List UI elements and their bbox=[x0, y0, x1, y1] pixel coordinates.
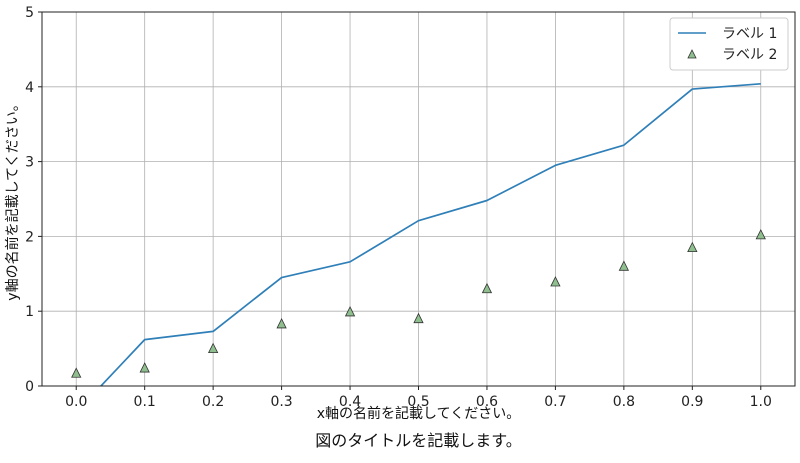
y-tick-label: 3 bbox=[25, 155, 34, 171]
scatter-point bbox=[413, 312, 424, 324]
scatter-point bbox=[344, 306, 356, 317]
x-tick-label: 0.9 bbox=[681, 394, 703, 410]
x-ticks: 0.0 0.1 0.2 0.3 0.4 0.5 0.6 0.7 0.8 0.9 1.0 bbox=[65, 386, 772, 410]
legend-triangle-swatch bbox=[687, 49, 697, 59]
chart-title: 図のタイトルを記載します。 bbox=[315, 431, 521, 450]
y-tick-label: 5 bbox=[25, 5, 34, 21]
x-tick-label: 0.5 bbox=[407, 394, 429, 410]
scatter-point bbox=[755, 229, 766, 240]
x-axis-label: x軸の名前を記載してください。 bbox=[317, 405, 520, 422]
y-ticks: 0 1 2 3 4 5 bbox=[25, 5, 42, 395]
x-tick-label: 0.2 bbox=[202, 394, 224, 410]
x-tick-label: 0.4 bbox=[339, 394, 361, 410]
legend-label-2: ラベル 2 bbox=[722, 47, 777, 63]
scatter-point bbox=[687, 241, 698, 253]
series-line-1 bbox=[99, 82, 761, 386]
x-tick-label: 1.0 bbox=[750, 394, 772, 410]
x-tick-label: 0.6 bbox=[476, 394, 498, 410]
scatter-point bbox=[550, 276, 561, 287]
y-axis-label: y軸の名前を記載してください。 bbox=[4, 97, 21, 300]
scatter-point bbox=[71, 367, 82, 378]
scatter-point bbox=[481, 282, 493, 294]
scatter-point bbox=[276, 318, 287, 329]
legend-box bbox=[669, 17, 789, 71]
y-tick-label: 2 bbox=[25, 229, 34, 245]
y-tick-label: 1 bbox=[25, 304, 34, 320]
x-tick-label: 0.3 bbox=[270, 394, 292, 410]
scatter-point bbox=[618, 260, 630, 271]
x-tick-label: 0.8 bbox=[613, 394, 635, 410]
y-tick-label: 4 bbox=[25, 80, 34, 96]
grid bbox=[42, 11, 795, 387]
scatter-point bbox=[207, 342, 219, 354]
x-tick-label: 0.7 bbox=[544, 394, 566, 410]
series-layer bbox=[71, 82, 766, 386]
legend-label-1: ラベル 1 bbox=[722, 26, 777, 42]
x-tick-label: 0.0 bbox=[65, 394, 87, 410]
y-tick-label: 0 bbox=[25, 379, 34, 395]
scatter-point bbox=[139, 362, 150, 373]
x-tick-label: 0.1 bbox=[134, 394, 156, 410]
legend: ラベル 1 ラベル 2 bbox=[669, 17, 789, 71]
